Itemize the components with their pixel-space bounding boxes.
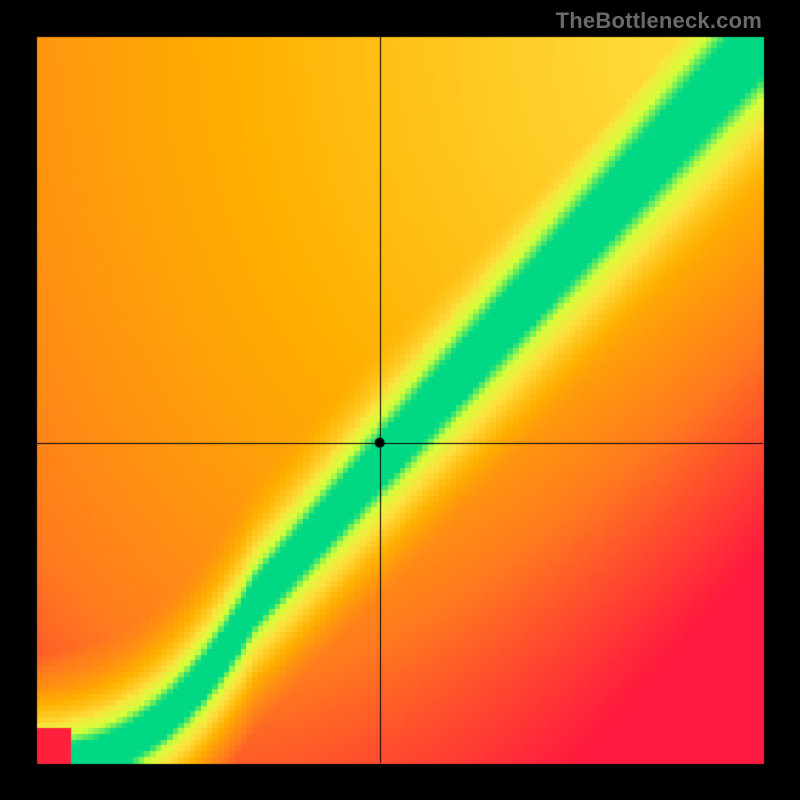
watermark-text: TheBottleneck.com <box>556 8 762 34</box>
chart-root: TheBottleneck.com <box>0 0 800 800</box>
bottleneck-heatmap <box>0 0 800 800</box>
